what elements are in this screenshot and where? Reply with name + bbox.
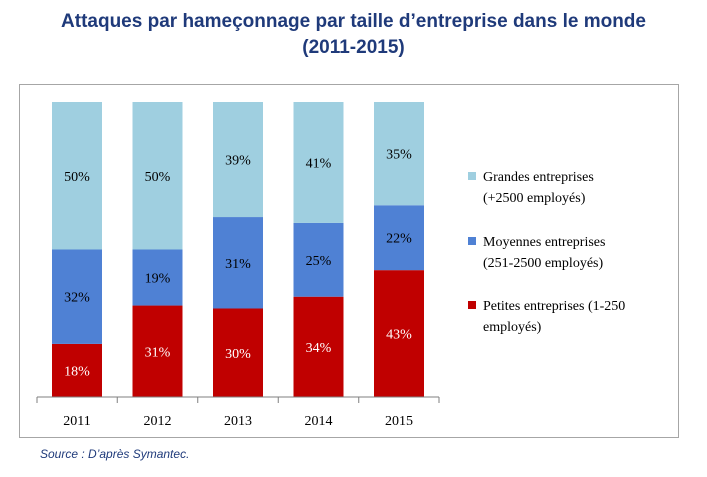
data-label-2015-series-1: 22% bbox=[386, 232, 412, 247]
legend-label-2-line-1: (+2500 employés) bbox=[483, 191, 586, 206]
bar-2013-series-1 bbox=[213, 217, 263, 309]
data-label-2014-series-2: 41% bbox=[306, 156, 332, 171]
data-label-2012-series-1: 19% bbox=[145, 272, 171, 287]
data-label-2013-series-2: 39% bbox=[225, 154, 251, 169]
bar-2015-series-2 bbox=[374, 102, 424, 206]
bar-2015-series-0 bbox=[374, 270, 424, 397]
bar-2011-series-2 bbox=[52, 102, 102, 250]
data-label-2011-series-1: 32% bbox=[64, 291, 90, 306]
data-label-2011-series-2: 50% bbox=[64, 170, 90, 185]
legend-swatch-2 bbox=[468, 172, 476, 180]
bar-2014-series-2 bbox=[293, 102, 344, 223]
bar-2012-series-2 bbox=[132, 102, 183, 250]
legend-label-0-line-0: Petites entreprises (1-250 bbox=[483, 299, 625, 314]
data-label-2014-series-0: 34% bbox=[306, 341, 332, 356]
bar-2013-series-2 bbox=[213, 102, 263, 218]
bar-2014-series-1 bbox=[293, 222, 344, 297]
bar-2013-series-0 bbox=[213, 308, 263, 397]
legend-swatch-1 bbox=[468, 237, 476, 245]
chart-title: Attaques par hameçonnage par taille d’en… bbox=[61, 11, 646, 32]
chart-frame: 18% 32% 50% 2011 31% 19% 50% 2012 30% 31% 39% 2013 3… bbox=[19, 84, 679, 438]
legend-label-1-line-1: (251-2500 employés) bbox=[483, 256, 603, 271]
data-label-2015-series-2: 35% bbox=[386, 148, 412, 163]
x-tick-label-2014: 2014 bbox=[305, 414, 333, 429]
legend-label-0-line-1: employés) bbox=[483, 320, 542, 335]
bar-2011-series-0 bbox=[52, 343, 102, 397]
bar-2015-series-1 bbox=[374, 205, 424, 271]
data-label-2011-series-0: 18% bbox=[64, 364, 90, 379]
stacked-bar-chart: 18% 32% 50% 2011 31% 19% 50% 2012 30% 31% 39% 2013 3… bbox=[36, 102, 625, 429]
bar-2012-series-1 bbox=[132, 249, 183, 306]
legend-swatch-0 bbox=[468, 301, 476, 309]
data-label-2015-series-0: 43% bbox=[386, 328, 412, 343]
x-tick-label-2015: 2015 bbox=[385, 414, 413, 429]
chart-subtitle: (2011-2015) bbox=[302, 37, 405, 58]
data-label-2014-series-1: 25% bbox=[306, 254, 332, 269]
legend-label-1-line-0: Moyennes entreprises bbox=[483, 235, 605, 250]
x-tick-label-2013: 2013 bbox=[224, 414, 252, 429]
bar-2012-series-0 bbox=[132, 305, 183, 397]
source-note: Source : D’après Symantec. bbox=[40, 447, 190, 461]
data-label-2013-series-0: 30% bbox=[225, 347, 251, 362]
data-label-2012-series-0: 31% bbox=[145, 345, 171, 360]
data-label-2013-series-1: 31% bbox=[225, 257, 251, 272]
legend-label-2-line-0: Grandes entreprises bbox=[483, 170, 594, 185]
x-tick-label-2011: 2011 bbox=[63, 414, 90, 429]
data-label-2012-series-2: 50% bbox=[145, 170, 171, 185]
bar-2011-series-1 bbox=[52, 249, 102, 344]
x-tick-label-2012: 2012 bbox=[144, 414, 172, 429]
bar-2014-series-0 bbox=[293, 296, 344, 397]
